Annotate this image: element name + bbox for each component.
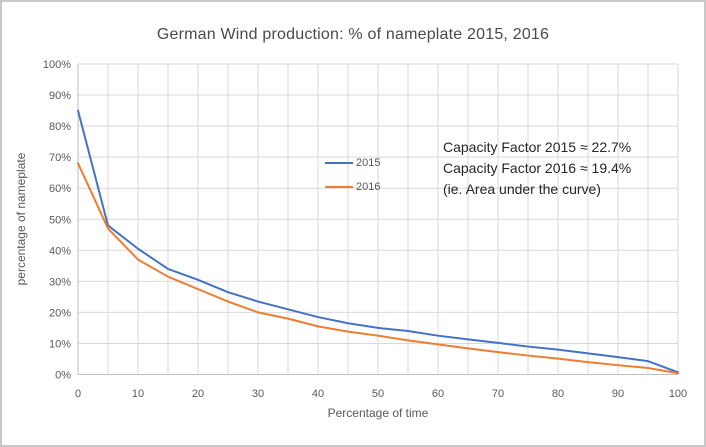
- y-tick-label: 100%: [43, 59, 71, 71]
- x-tick-label: 60: [432, 388, 444, 400]
- x-tick-label: 10: [132, 388, 144, 400]
- y-axis-title: percentage of nameplate: [14, 152, 28, 286]
- y-tick-label: 20%: [49, 307, 71, 319]
- x-tick-label: 90: [612, 388, 624, 400]
- y-tick-label: 70%: [49, 152, 71, 164]
- chart-title: German Wind production: % of nameplate 2…: [156, 26, 550, 43]
- y-tick-label: 0%: [55, 370, 71, 382]
- x-tick-label: 20: [192, 388, 204, 400]
- x-tick-label: 30: [252, 388, 264, 400]
- x-axis-title: Percentage of time: [327, 406, 429, 420]
- capacity-factor-annotation: Capacity Factor 2015 ≈ 22.7% Capacity Fa…: [443, 137, 631, 200]
- legend-item-2015[interactable]: 2015: [325, 151, 380, 175]
- annotation-line-3: (ie. Area under the curve): [443, 181, 601, 197]
- legend-label-2016: 2016: [356, 181, 381, 193]
- y-tick-label: 30%: [49, 276, 71, 288]
- y-tick-label: 60%: [49, 183, 71, 195]
- y-tick-label: 90%: [49, 90, 71, 102]
- y-tick-label: 50%: [49, 214, 71, 226]
- legend: 2015 2016: [325, 151, 380, 199]
- series-line-2016[interactable]: [77, 162, 679, 375]
- x-tick-label: 100: [669, 388, 687, 400]
- legend-swatch-2016: [325, 186, 353, 188]
- series-line-2015[interactable]: [77, 109, 679, 374]
- x-tick-label: 0: [75, 388, 81, 400]
- y-tick-label: 10%: [49, 338, 71, 350]
- annotation-line-2: Capacity Factor 2016 ≈ 19.4%: [443, 160, 632, 176]
- x-tick-label: 40: [312, 388, 324, 400]
- legend-item-2016[interactable]: 2016: [325, 175, 380, 199]
- x-tick-label: 50: [372, 388, 384, 400]
- y-tick-label: 40%: [49, 245, 71, 257]
- legend-label-2015: 2015: [356, 157, 381, 169]
- x-tick-label: 70: [492, 388, 504, 400]
- legend-swatch-2015: [325, 162, 353, 164]
- y-tick-label: 80%: [49, 121, 71, 133]
- annotation-line-1: Capacity Factor 2015 ≈ 22.7%: [443, 139, 632, 155]
- x-tick-label: 80: [552, 388, 564, 400]
